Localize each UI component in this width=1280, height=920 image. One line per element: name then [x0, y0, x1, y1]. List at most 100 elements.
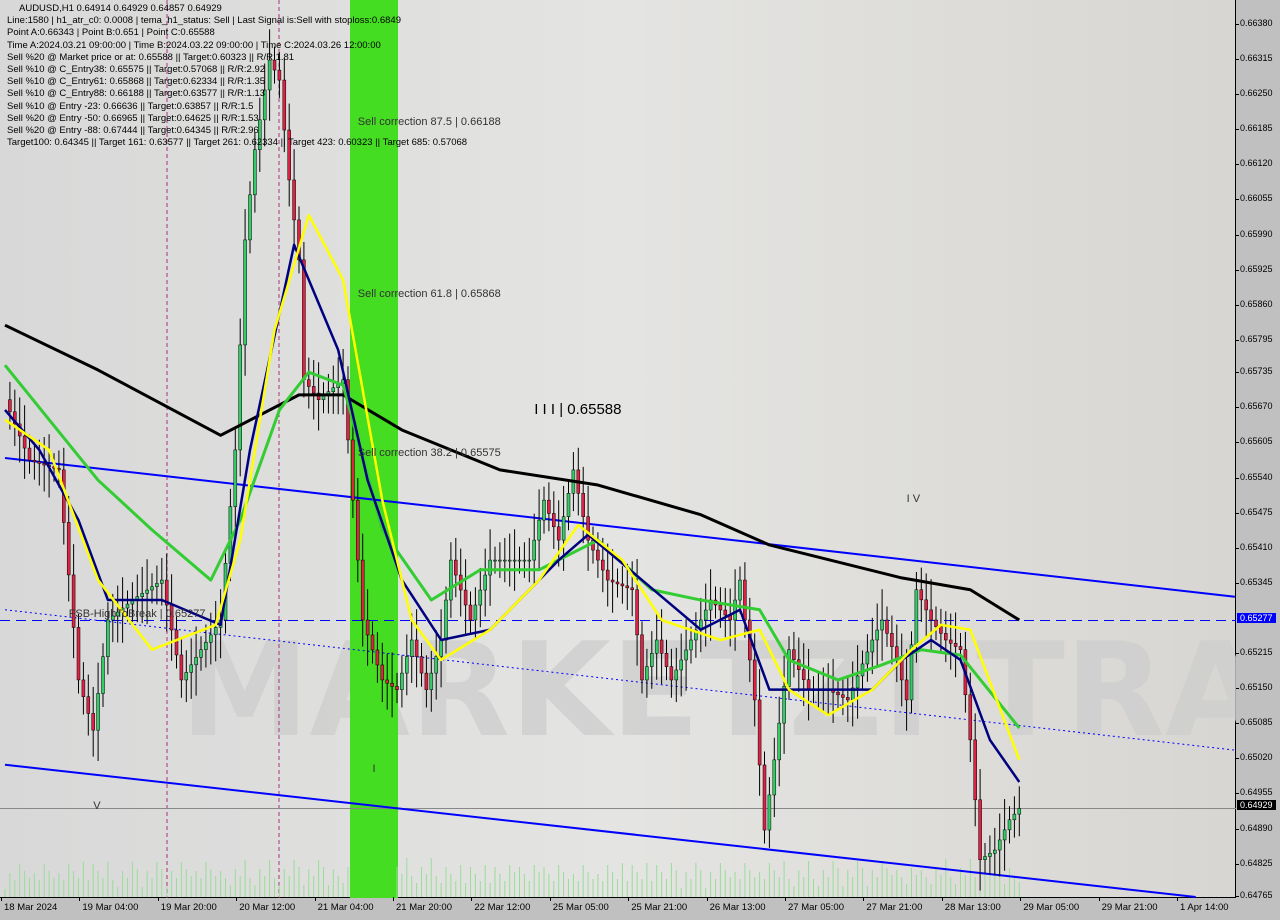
price-tick-label: 0.65020: [1236, 752, 1273, 763]
candle-body: [8, 399, 12, 413]
candle-body: [444, 599, 448, 641]
price-tick-label: 0.65085: [1236, 717, 1273, 728]
candle-body: [684, 649, 688, 661]
candle-body: [351, 439, 355, 501]
candle-body: [380, 664, 385, 681]
chart-annotation: I I I | 0.65588: [534, 400, 622, 418]
candle-body: [155, 583, 159, 587]
chart-annotation: Sell correction 87.5 | 0.66188: [357, 115, 501, 128]
price-tick-label: 0.65215: [1236, 647, 1273, 658]
candle-body: [904, 679, 909, 701]
candle-body: [503, 559, 507, 562]
candle-body: [189, 664, 193, 673]
candle-body: [488, 559, 492, 576]
time-tick-label: 18 Mar 2024: [0, 897, 58, 913]
info-line: Sell %10 @ Entry -23: 0.66636 || Target:…: [7, 100, 254, 112]
candle-body: [115, 611, 120, 617]
time-tick-label: 1 Apr 14:00: [1177, 897, 1229, 913]
candle-body: [674, 669, 679, 681]
price-tick-label: 0.64825: [1236, 857, 1273, 868]
candle-body: [640, 634, 644, 681]
candle-body: [875, 629, 879, 641]
info-line: Sell %20 @ Entry -88: 0.67444 || Target:…: [7, 125, 259, 137]
chart-annotation: I V: [906, 492, 921, 505]
candle-body: [164, 579, 169, 606]
candle-body: [81, 679, 86, 697]
candle-body: [419, 656, 424, 674]
candle-body: [238, 344, 242, 451]
candle-body: [204, 642, 208, 650]
candle-body: [865, 651, 870, 665]
price-tick-label: 0.65795: [1236, 333, 1273, 344]
candle-body: [1002, 829, 1007, 841]
candle-body: [880, 619, 884, 631]
candle-body: [944, 633, 948, 641]
candle-body: [311, 386, 316, 394]
candle-body: [723, 609, 728, 616]
price-tick-label: 0.66185: [1236, 123, 1273, 134]
candle-body: [625, 585, 630, 589]
candle-body: [76, 627, 81, 681]
candle-body: [233, 449, 238, 507]
price-tick-label: 0.65150: [1236, 682, 1273, 693]
price-tick-label: 0.65670: [1236, 401, 1273, 412]
candle-body: [498, 559, 502, 562]
candle-body: [899, 659, 904, 681]
price-tick-label: 0.66120: [1236, 158, 1273, 169]
candle-body: [209, 634, 213, 643]
candle-body: [282, 79, 287, 131]
candle-body: [42, 463, 46, 466]
candle-body: [449, 559, 453, 601]
candle-body: [973, 739, 977, 801]
candle-body: [841, 694, 845, 698]
candle-body: [983, 856, 987, 860]
candle-body: [801, 669, 806, 680]
candle-body: [507, 559, 512, 562]
candle-body: [870, 639, 875, 653]
candle-body: [150, 586, 154, 591]
candle-body: [635, 589, 639, 636]
candle-body: [552, 513, 556, 528]
candle-body: [395, 686, 399, 690]
candle-body: [694, 629, 698, 641]
candle-body: [958, 646, 963, 650]
info-line: Sell %20 @ Market price or at: 0.65588 |…: [7, 51, 295, 63]
price-axis[interactable]: 0.66380 0.66315 0.66250 0.66185 0.66120 0.660…: [1236, 0, 1280, 900]
moving-average-line: [4, 323, 1021, 622]
candle-body: [537, 519, 541, 541]
info-line: Point A:0.66343 | Point B:0.651 | Point …: [7, 27, 215, 39]
candle-body: [650, 653, 654, 667]
candle-body: [454, 559, 458, 576]
price-tick-label: 0.66250: [1236, 88, 1273, 99]
time-tick-label: 20 Mar 12:00: [236, 897, 296, 913]
candle-body: [605, 569, 610, 581]
candle-body: [679, 659, 683, 671]
candle-body: [478, 589, 483, 606]
candle-body: [160, 579, 164, 584]
candle-body: [630, 587, 634, 591]
chart-plot-area[interactable]: MARKETZI TRADE AUDUSD,H1 0.64914 0.64929…: [0, 0, 1236, 898]
candle-body: [473, 604, 478, 621]
candle-body: [743, 579, 747, 621]
candle-body: [302, 259, 306, 380]
price-tick-label: 0.65475: [1236, 506, 1273, 517]
candle-body: [145, 589, 149, 594]
candle-body: [414, 639, 419, 657]
candle-body: [267, 59, 272, 91]
candle-body: [708, 599, 713, 611]
chart-annotation: FSB-HighToBreak | 0.65277: [68, 607, 206, 620]
candle-body: [792, 649, 796, 660]
indicator-info-panel: AUDUSD,H1 0.64914 0.64929 0.64857 0.6492…: [7, 3, 467, 149]
candle-body: [968, 694, 973, 741]
channel-upper-line: [4, 457, 1236, 598]
candle-body: [522, 559, 527, 562]
price-tick-label: 0.64955: [1236, 787, 1273, 798]
candle-body: [772, 759, 777, 796]
time-tick-label: 26 Mar 13:00: [706, 897, 766, 913]
candle-body: [37, 461, 42, 464]
candle-body: [997, 839, 1002, 851]
candle-body: [782, 686, 786, 724]
candle-body: [767, 794, 772, 831]
candle-body: [787, 649, 791, 687]
time-tick-label: 27 Mar 21:00: [863, 897, 923, 913]
